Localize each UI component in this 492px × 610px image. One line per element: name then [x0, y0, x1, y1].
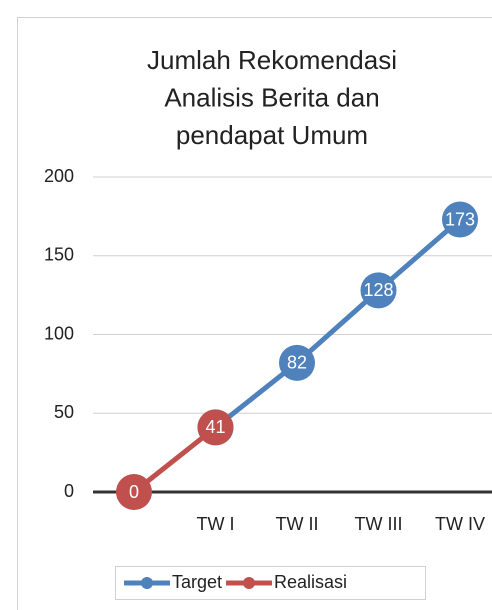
legend-marker — [243, 577, 256, 589]
legend-label: Target — [172, 572, 222, 592]
x-tick-label: TW II — [276, 514, 319, 534]
y-tick-label: 100 — [44, 323, 74, 343]
data-label: 0 — [129, 482, 139, 502]
legend: Target Realisasi — [124, 572, 347, 592]
legend-marker — [141, 577, 153, 589]
chart-title-line: pendapat Umum — [176, 120, 368, 150]
x-tick-label: TW IV — [435, 514, 485, 534]
y-tick-label: 150 — [44, 245, 74, 265]
chart-frame — [17, 17, 492, 610]
x-tick-label: TW III — [355, 514, 403, 534]
grid: 0 50 100 150 200 TW I TW II TW III TW IV — [44, 166, 492, 534]
x-tick-label: TW I — [197, 514, 235, 534]
markers: 4182128173041 — [116, 201, 478, 510]
marker — [197, 409, 234, 446]
data-label: 173 — [445, 209, 475, 229]
marker — [116, 474, 152, 510]
data-label: 128 — [363, 280, 393, 300]
legend-label: Realisasi — [274, 572, 347, 592]
y-tick-label: 50 — [54, 402, 74, 422]
y-tick-label: 0 — [64, 481, 74, 501]
marker — [279, 344, 315, 381]
marker — [360, 272, 397, 309]
data-label: 82 — [287, 353, 307, 373]
series-line — [213, 217, 462, 430]
chart-title-line: Jumlah Rekomendasi — [147, 45, 397, 75]
chart-title: Jumlah Rekomendasi Analisis Berita dan pen… — [147, 45, 397, 150]
data-label: 41 — [205, 417, 225, 437]
legend-frame — [115, 566, 426, 600]
y-tick-label: 200 — [44, 166, 74, 186]
chart-title-line: Analisis Berita dan — [164, 82, 379, 112]
marker — [442, 201, 478, 238]
